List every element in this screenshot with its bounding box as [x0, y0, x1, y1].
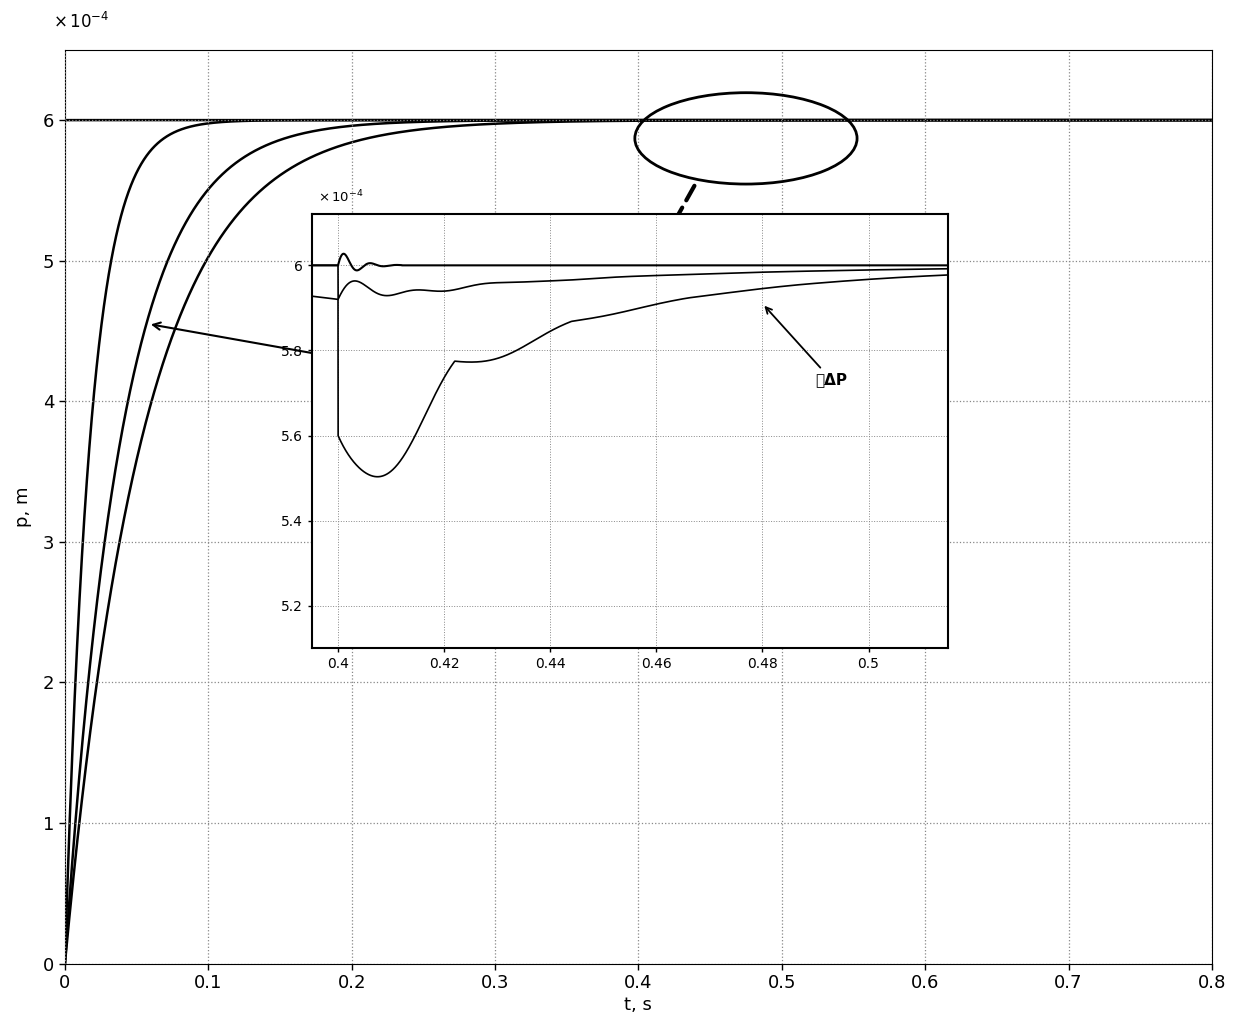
X-axis label: t, s: t, s — [625, 996, 652, 1014]
Text: 有ΔP: 有ΔP — [445, 232, 647, 286]
Y-axis label: p, m: p, m — [14, 486, 32, 527]
Text: $\times\,10^{-4}$: $\times\,10^{-4}$ — [53, 11, 110, 32]
Text: SAC: SAC — [153, 323, 377, 370]
